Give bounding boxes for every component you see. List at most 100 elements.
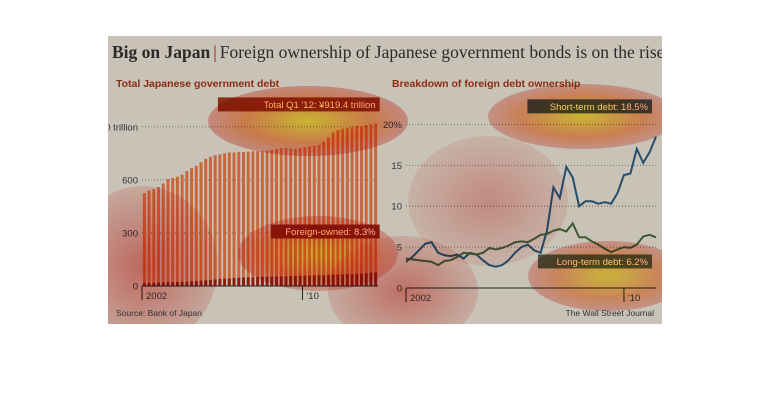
foreign-owned-bar [242,277,245,286]
total-debt-bar [317,144,321,286]
short-term-debt-line [405,136,657,268]
foreign-owned-bar [166,282,170,286]
foreign-owned-bar [199,280,203,286]
foreign-owned-bar [270,276,274,286]
foreign-owned-bar [317,275,321,286]
foreign-owned-bar [260,276,264,286]
foreign-owned-bar [227,278,231,286]
foreign-owned-bar [204,280,208,286]
total-debt-bar [194,165,198,286]
right-y-tick-label: 15 [391,161,402,172]
foreign-owned-bar [232,278,236,286]
total-debt-bar [218,154,222,286]
total-debt-bar [171,177,175,286]
foreign-owned-bar [213,279,217,286]
source-note: Source: Bank of Japan [116,308,203,318]
total-debt-bar [180,174,184,286]
foreign-owned-bar [345,274,349,286]
short-term-callout-label: Short-term debt: 18.5% [550,102,649,113]
foreign-owned-bar [161,282,165,286]
foreign-owned-bar [194,281,198,286]
total-debt-bar [251,151,255,286]
total-debt-bar [213,155,217,286]
left-x-tick-label: '10 [306,291,318,302]
chart-canvas: 0 300 600 ¥900 trillion 2002 '10 Total Q1 '12:… [108,97,657,304]
credit-note: The Wall Street Journal [565,308,655,318]
foreign-owned-bar [218,278,222,286]
headline: Big on Japan | Foreign ownership of Japane… [112,42,662,63]
total-debt-bar [336,130,340,286]
foreign-owned-bar [256,276,260,286]
foreign-owned-bar [284,276,288,286]
foreign-owned-bar [265,276,269,286]
total-debt-bar [199,162,203,286]
foreign-owned-bar [293,275,297,286]
total-debt-bar [308,146,312,286]
foreign-owned-bar [308,275,312,286]
total-debt-bar [374,123,378,286]
total-callout-label: Total Q1 '12: ¥919.4 trillion [263,100,375,111]
total-debt-bar [190,167,194,286]
right-x-tick-label: '10 [628,293,640,304]
foreign-owned-bar [246,277,250,286]
total-debt-bar [322,141,326,286]
total-debt-bar [355,125,359,287]
total-debt-bar [331,132,335,286]
left-y-tick-label: 300 [122,228,138,239]
right-y-tick-label: 0 [397,284,402,295]
foreign-owned-bar [180,281,184,286]
total-debt-bar [270,149,274,286]
total-debt-bar [298,148,302,286]
foreign-owned-bar [355,273,359,286]
foreign-owned-bar [331,274,335,286]
foreign-callout-label: Foreign-owned: 8.3% [285,227,376,238]
total-debt-bar [256,151,260,286]
headline-bold: Big on Japan [112,42,211,62]
right-x-tick-label: 2002 [410,293,431,304]
infographic: Big on Japan | Foreign ownership of Japane… [108,36,662,324]
total-debt-bar [147,190,151,286]
total-debt-bar [161,183,165,286]
foreign-owned-bar [360,273,363,286]
total-debt-bar [341,128,345,286]
left-y-tick-label: 600 [122,175,138,186]
total-debt-bar [208,156,212,286]
foreign-owned-bar [312,275,316,286]
total-debt-bar [303,147,307,286]
foreign-owned-bar [275,276,278,286]
foreign-owned-bar [303,275,307,286]
foreign-owned-bar [190,281,194,286]
total-debt-bar [246,151,250,286]
foreign-owned-bar [279,276,283,286]
foreign-owned-bar [171,282,175,286]
total-debt-bar [185,171,189,286]
foreign-owned-bar [326,274,330,286]
foreign-owned-bar [208,279,212,286]
total-debt-bar [284,147,288,286]
left-x-tick-label: 2002 [146,291,167,302]
foreign-owned-bar [157,282,160,286]
headline-separator: | [213,42,217,62]
foreign-owned-bar [322,275,326,286]
total-debt-bar [364,125,368,286]
foreign-owned-bar [336,274,340,286]
total-debt-bar [223,153,227,286]
right-y-tick-label: 5 [397,243,402,254]
foreign-owned-bar [298,275,302,286]
total-debt-bar [232,152,236,286]
total-debt-bar [369,124,373,286]
total-debt-bar [166,179,170,286]
foreign-owned-bar [364,273,368,286]
total-debt-bar [312,145,316,286]
total-debt-bar [360,125,363,287]
total-debt-bar [152,189,156,286]
total-debt-bar [204,158,208,286]
total-debt-bar [279,148,283,286]
total-debt-bar [350,127,354,286]
foreign-owned-bar [185,281,189,286]
foreign-owned-bar [223,278,227,286]
foreign-owned-bar [341,274,345,286]
total-debt-bar [157,186,160,286]
total-debt-bar [275,148,278,286]
total-debt-bar [142,193,146,286]
